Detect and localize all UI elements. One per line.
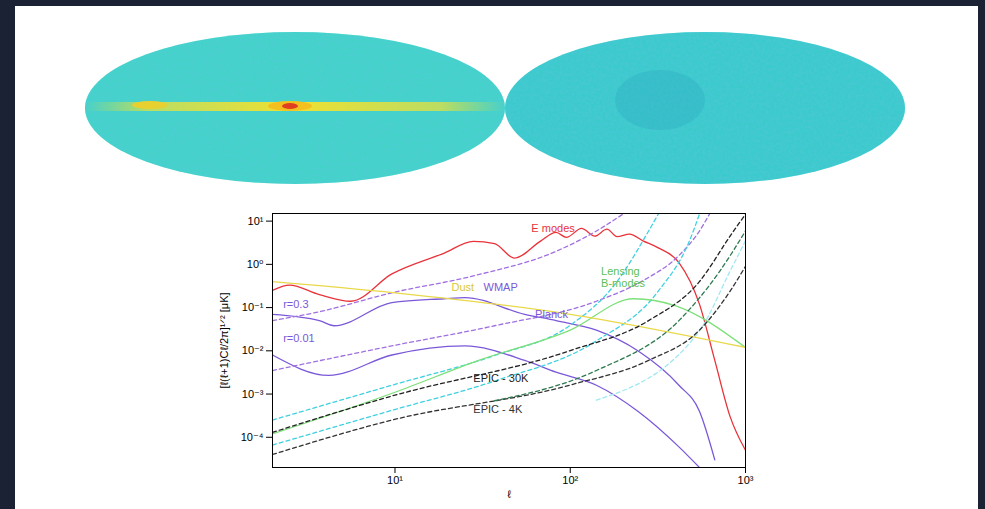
svg-text:10⁻²: 10⁻² (242, 344, 264, 356)
svg-text:10¹: 10¹ (387, 474, 403, 486)
svg-text:Dust: Dust (451, 281, 474, 293)
svg-text:E modes: E modes (531, 222, 575, 234)
svg-text:WMAP: WMAP (484, 281, 518, 293)
svg-text:10⁻¹: 10⁻¹ (242, 301, 264, 313)
svg-text:[ℓ(ℓ+1)Cℓ/2π]¹ᐟ² [μK]: [ℓ(ℓ+1)Cℓ/2π]¹ᐟ² [μK] (218, 292, 230, 388)
svg-text:Planck: Planck (535, 308, 569, 320)
svg-text:10³: 10³ (738, 474, 754, 486)
svg-text:10⁻⁴: 10⁻⁴ (241, 431, 264, 443)
svg-text:10¹: 10¹ (248, 215, 264, 227)
svg-text:10⁰: 10⁰ (247, 258, 264, 270)
svg-text:ℓ: ℓ (507, 488, 511, 500)
svg-text:10⁻³: 10⁻³ (242, 388, 264, 400)
svg-text:r=0.3: r=0.3 (283, 298, 308, 310)
svg-text:r=0.01: r=0.01 (283, 332, 315, 344)
svg-text:10²: 10² (562, 474, 578, 486)
svg-text:LensingB-modes: LensingB-modes (601, 265, 646, 289)
svg-text:EPIC - 4K: EPIC - 4K (473, 402, 523, 414)
svg-text:EPIC - 30K: EPIC - 30K (473, 372, 529, 384)
